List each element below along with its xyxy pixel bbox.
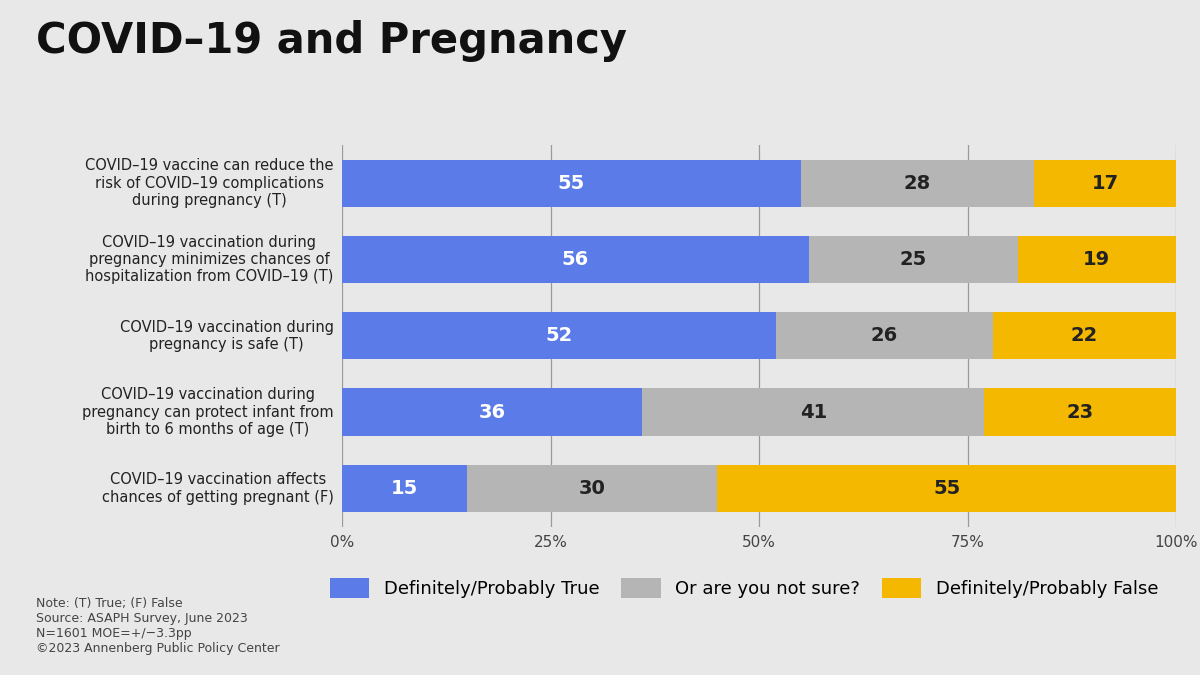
Text: 28: 28	[904, 173, 931, 193]
Bar	[1018, 236, 1176, 284]
Text: 26: 26	[870, 326, 898, 346]
Text: COVID–19 and Pregnancy: COVID–19 and Pregnancy	[36, 20, 628, 62]
Text: 15: 15	[391, 479, 418, 498]
Bar	[342, 464, 467, 512]
Text: 56: 56	[562, 250, 589, 269]
Text: 52: 52	[545, 326, 572, 346]
Text: COVID–19 vaccination during
pregnancy is safe (T): COVID–19 vaccination during pregnancy is…	[120, 320, 334, 352]
Text: COVID–19 vaccination during
pregnancy minimizes chances of
hospitalization from : COVID–19 vaccination during pregnancy mi…	[85, 235, 334, 284]
Bar	[342, 236, 809, 284]
Text: COVID–19 vaccine can reduce the
risk of COVID–19 complications
during pregnancy : COVID–19 vaccine can reduce the risk of …	[85, 159, 334, 208]
Text: 22: 22	[1070, 326, 1098, 346]
Bar	[342, 159, 800, 207]
Bar	[642, 388, 984, 436]
Bar	[992, 312, 1176, 360]
Text: 36: 36	[479, 402, 505, 422]
Text: COVID–19 vaccination affects
chances of getting pregnant (F): COVID–19 vaccination affects chances of …	[102, 472, 334, 505]
Bar	[342, 388, 642, 436]
Text: 23: 23	[1067, 402, 1093, 422]
Text: COVID–19 vaccination during
pregnancy can protect infant from
birth to 6 months : COVID–19 vaccination during pregnancy ca…	[82, 387, 334, 437]
Bar	[775, 312, 992, 360]
Bar	[984, 388, 1176, 436]
Bar	[467, 464, 718, 512]
Text: 17: 17	[1092, 173, 1118, 193]
Text: 19: 19	[1084, 250, 1110, 269]
Bar	[800, 159, 1034, 207]
Legend: Definitely/Probably True, Or are you not sure?, Definitely/Probably False: Definitely/Probably True, Or are you not…	[330, 578, 1158, 599]
Text: 25: 25	[900, 250, 926, 269]
Bar	[342, 312, 775, 360]
Text: Note: (T) True; (F) False
Source: ASAPH Survey, June 2023
N=1601 MOE=+/−3.3pp
©2: Note: (T) True; (F) False Source: ASAPH …	[36, 597, 280, 655]
Text: 41: 41	[799, 402, 827, 422]
Text: 55: 55	[934, 479, 960, 498]
Bar	[809, 236, 1018, 284]
Bar	[718, 464, 1176, 512]
Text: 55: 55	[558, 173, 584, 193]
Bar	[1034, 159, 1176, 207]
Text: 30: 30	[578, 479, 606, 498]
